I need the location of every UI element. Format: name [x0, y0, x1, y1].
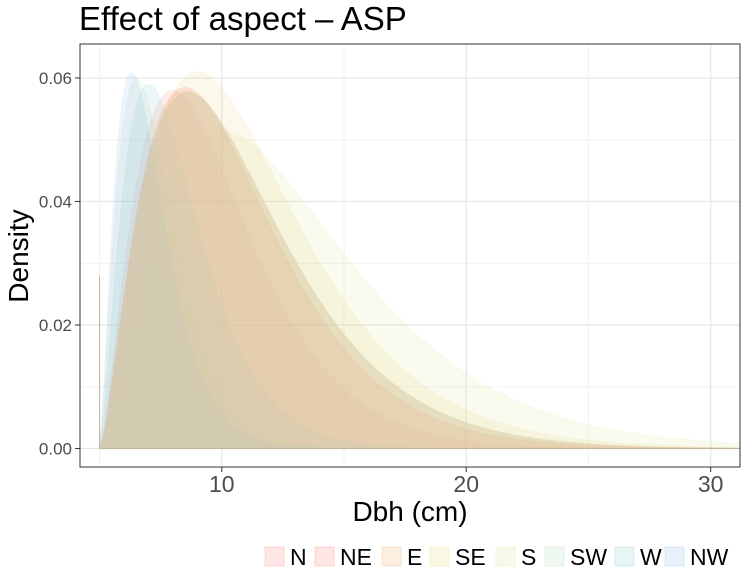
y-tick-label: 0.06	[39, 69, 72, 88]
legend-key-n	[264, 546, 285, 567]
y-tick-label: 0.02	[39, 316, 72, 335]
y-axis-title: Density	[3, 209, 34, 302]
legend-key-ne	[314, 546, 335, 567]
legend-label-ne: NE	[340, 544, 372, 570]
legend-label-se: SE	[455, 544, 486, 570]
legend-key-e	[381, 546, 402, 567]
legend-label-e: E	[407, 544, 422, 570]
legend-label-nw: NW	[690, 544, 729, 570]
legend-key-sw	[544, 546, 565, 567]
legend-key-s	[495, 546, 516, 567]
x-tick-label: 10	[209, 471, 235, 497]
x-axis-title: Dbh (cm)	[352, 496, 467, 527]
density-areas	[98, 70, 741, 449]
y-tick-label: 0.00	[39, 439, 72, 458]
legend-label-w: W	[640, 544, 662, 570]
legend-key-nw	[664, 546, 685, 567]
legend-key-w	[614, 546, 635, 567]
legend-label-s: S	[521, 544, 536, 570]
x-tick-label: 20	[453, 471, 479, 497]
panel-border	[79, 43, 741, 468]
x-axis: 10 20 30	[209, 467, 723, 497]
legend-key-se	[429, 546, 450, 567]
legend-label-sw: SW	[570, 544, 607, 570]
legend-label-n: N	[290, 544, 307, 570]
x-tick-label: 30	[698, 471, 724, 497]
y-tick-label: 0.04	[39, 192, 72, 211]
density-overlap	[99, 91, 741, 449]
y-axis: 0.00 0.02 0.04 0.06	[39, 69, 80, 458]
chart-title: Effect of aspect – ASP	[79, 0, 407, 37]
legend: N NE E SE S SW W NW	[264, 544, 729, 570]
